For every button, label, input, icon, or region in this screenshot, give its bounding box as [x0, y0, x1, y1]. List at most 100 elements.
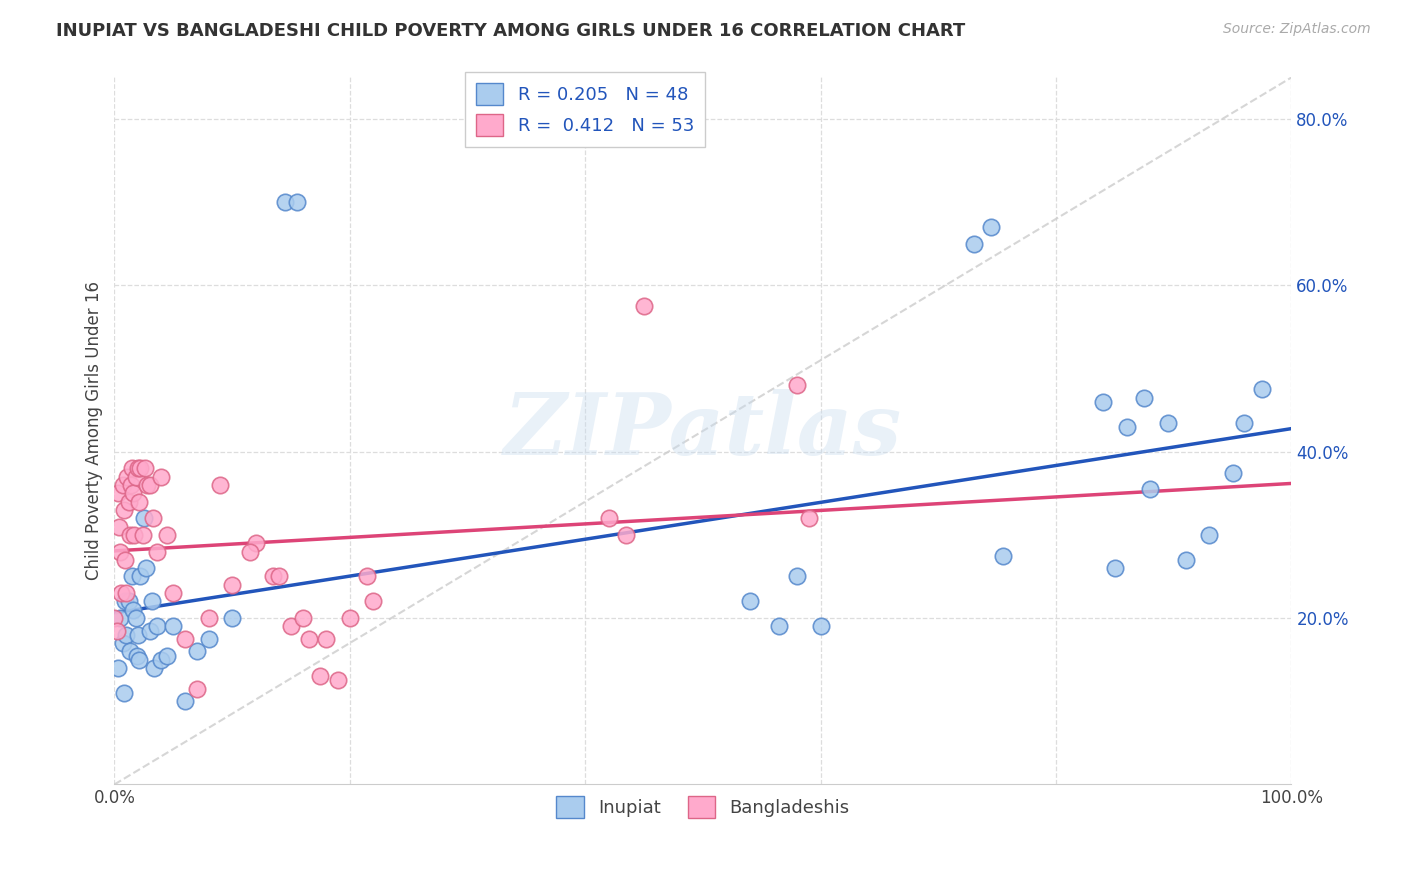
Point [124, 611, 146, 625]
Point [150, 653, 173, 667]
Point [174, 632, 197, 646]
Point [108, 519, 131, 533]
Point [110, 544, 132, 558]
Point [121, 461, 143, 475]
Point [107, 486, 129, 500]
Point [786, 569, 808, 583]
Point [142, 511, 165, 525]
Point [363, 594, 385, 608]
Point [124, 528, 146, 542]
Point [274, 195, 297, 210]
Point [111, 636, 134, 650]
Point [1233, 416, 1256, 430]
Point [285, 195, 308, 210]
Point [115, 628, 138, 642]
Point [115, 586, 138, 600]
Point [1222, 466, 1244, 480]
Point [146, 619, 169, 633]
Point [143, 661, 166, 675]
Point [1104, 561, 1126, 575]
Point [598, 511, 620, 525]
Point [963, 236, 986, 251]
Point [326, 673, 349, 688]
Point [197, 632, 219, 646]
Point [291, 611, 314, 625]
Point [103, 611, 125, 625]
Point [221, 611, 243, 625]
Point [122, 603, 145, 617]
Point [162, 619, 184, 633]
Point [112, 686, 135, 700]
Point [280, 619, 302, 633]
Point [221, 578, 243, 592]
Point [162, 586, 184, 600]
Point [105, 624, 128, 638]
Point [138, 478, 160, 492]
Point [991, 549, 1014, 563]
Point [616, 528, 638, 542]
Point [810, 619, 832, 633]
Point [186, 644, 208, 658]
Point [1251, 382, 1274, 396]
Text: INUPIAT VS BANGLADESHI CHILD POVERTY AMONG GIRLS UNDER 16 CORRELATION CHART: INUPIAT VS BANGLADESHI CHILD POVERTY AMO… [56, 22, 966, 40]
Point [129, 461, 152, 475]
Point [120, 478, 142, 492]
Point [136, 478, 159, 492]
Point [118, 644, 141, 658]
Text: ZIPatlas: ZIPatlas [503, 389, 903, 473]
Point [125, 648, 148, 663]
Point [1139, 482, 1161, 496]
Point [127, 628, 149, 642]
Point [174, 694, 197, 708]
Point [186, 681, 208, 696]
Point [132, 511, 155, 525]
Point [156, 648, 179, 663]
Point [111, 478, 134, 492]
Point [197, 611, 219, 625]
Point [114, 553, 136, 567]
Point [786, 378, 808, 392]
Point [1115, 419, 1137, 434]
Point [110, 586, 132, 600]
Point [797, 511, 820, 525]
Point [128, 653, 150, 667]
Point [1092, 394, 1115, 409]
Legend: Inupiat, Bangladeshis: Inupiat, Bangladeshis [550, 789, 856, 825]
Point [138, 624, 160, 638]
Point [131, 528, 153, 542]
Point [156, 528, 179, 542]
Y-axis label: Child Poverty Among Girls Under 16: Child Poverty Among Girls Under 16 [86, 282, 103, 581]
Point [124, 469, 146, 483]
Point [117, 594, 139, 608]
Point [239, 544, 262, 558]
Point [356, 569, 378, 583]
Point [118, 528, 141, 542]
Point [114, 594, 136, 608]
Point [107, 661, 129, 675]
Point [128, 494, 150, 508]
Point [262, 569, 284, 583]
Point [209, 478, 232, 492]
Point [134, 461, 156, 475]
Point [298, 632, 321, 646]
Point [117, 494, 139, 508]
Point [135, 561, 157, 575]
Point [315, 632, 337, 646]
Point [129, 569, 152, 583]
Point [1157, 416, 1180, 430]
Point [127, 461, 149, 475]
Point [1133, 391, 1156, 405]
Point [309, 669, 332, 683]
Point [339, 611, 361, 625]
Point [112, 503, 135, 517]
Point [141, 594, 163, 608]
Point [768, 619, 790, 633]
Point [269, 569, 291, 583]
Point [1198, 528, 1220, 542]
Point [980, 220, 1002, 235]
Point [121, 569, 143, 583]
Point [110, 611, 132, 625]
Point [150, 469, 173, 483]
Point [1174, 553, 1197, 567]
Point [245, 536, 267, 550]
